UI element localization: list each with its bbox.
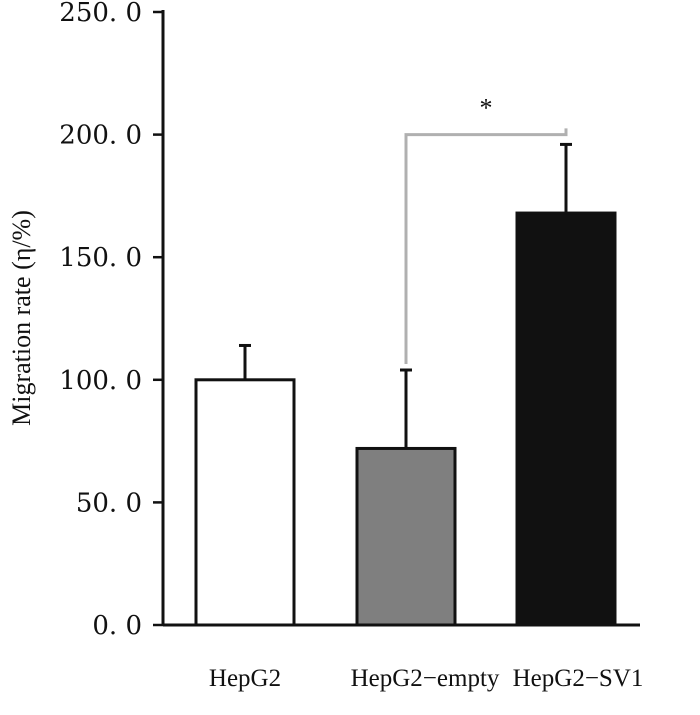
category-label: HepG2−SV1 xyxy=(513,665,644,692)
x-axis-categories: HepG2 HepG2−empty HepG2−SV1 xyxy=(209,665,643,692)
y-tick-label: 200. 0 xyxy=(59,121,142,151)
error-bars xyxy=(239,142,572,449)
axes xyxy=(161,10,640,627)
bar xyxy=(355,446,457,627)
y-axis-title: Migration rate (η/%) xyxy=(7,210,36,426)
bar xyxy=(515,211,617,627)
y-tick-label: 0. 0 xyxy=(92,611,142,641)
category-label: HepG2−empty xyxy=(351,665,500,692)
bars xyxy=(194,211,617,627)
significance-star: * xyxy=(480,94,493,123)
significance-bracket: * xyxy=(404,94,568,364)
y-tick-label: 150. 0 xyxy=(59,243,142,273)
y-axis-ticks: 0. 0 50. 0 100. 0 150. 0 200. 0 250. 0 xyxy=(59,0,163,641)
error-bar xyxy=(239,343,251,380)
error-bar xyxy=(400,368,412,449)
significance-line xyxy=(404,128,568,364)
y-tick-label: 250. 0 xyxy=(59,0,142,28)
y-tick-label: 100. 0 xyxy=(59,366,142,396)
error-bar xyxy=(560,142,572,214)
y-tick-label: 50. 0 xyxy=(76,488,142,518)
bar xyxy=(194,378,296,627)
category-label: HepG2 xyxy=(209,665,281,692)
